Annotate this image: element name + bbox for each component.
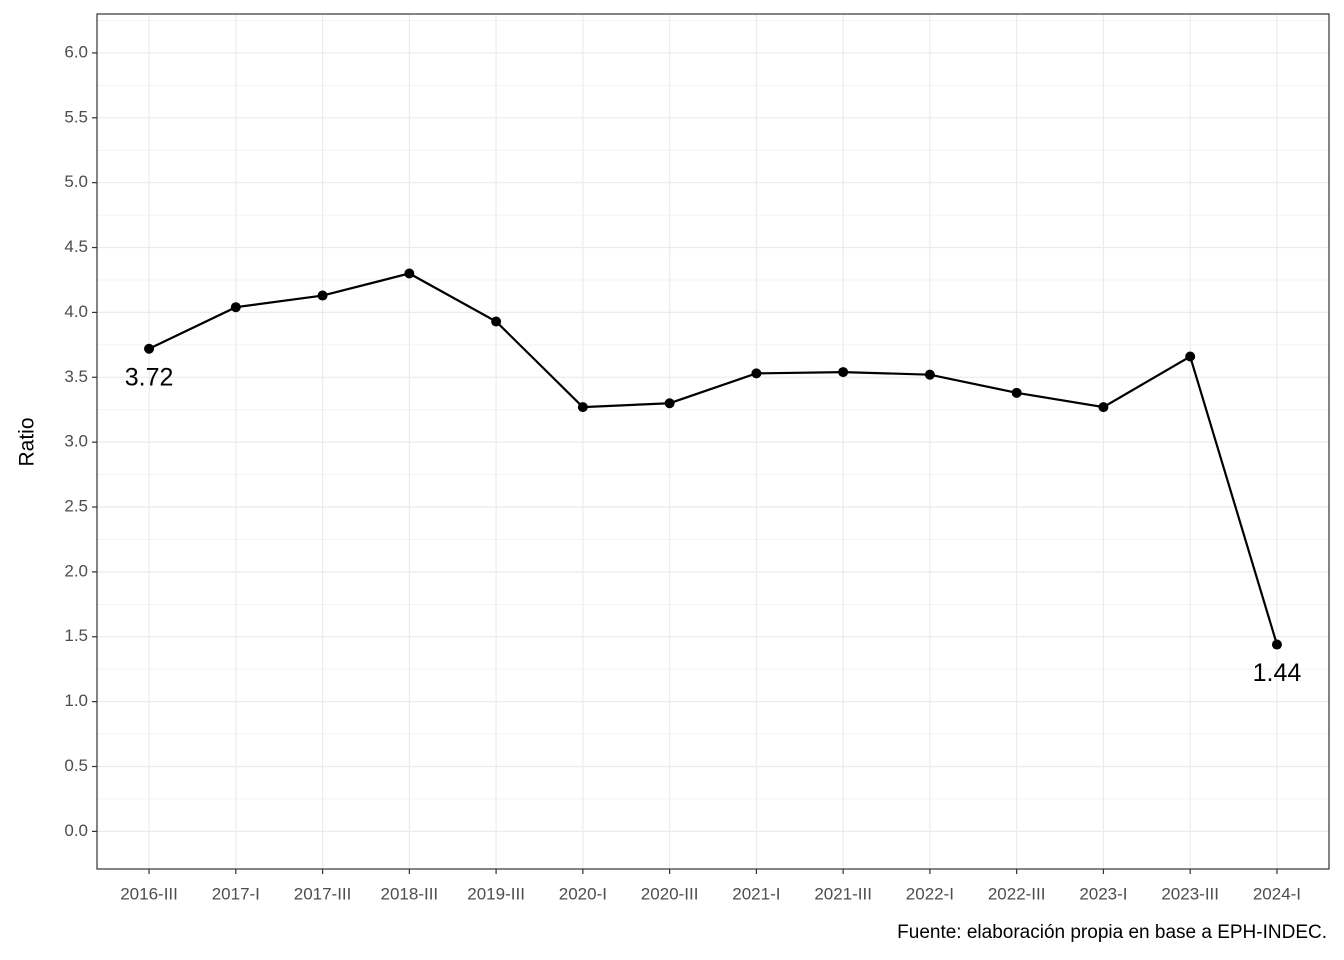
point bbox=[1271, 639, 1282, 650]
data-label: 1.44 bbox=[1253, 659, 1302, 687]
x-tick-label: 2016-III bbox=[120, 884, 178, 903]
point bbox=[664, 398, 675, 409]
y-axis-title: Ratio bbox=[16, 417, 39, 466]
point bbox=[404, 268, 415, 279]
point bbox=[838, 367, 849, 378]
caption: Fuente: elaboración propia en base a EPH… bbox=[897, 922, 1327, 943]
point bbox=[491, 316, 502, 327]
point bbox=[1011, 387, 1022, 398]
y-tick-label: 2.5 bbox=[64, 497, 88, 516]
y-tick-label: 6.0 bbox=[64, 42, 88, 61]
point bbox=[751, 368, 762, 379]
data-label: 3.72 bbox=[125, 363, 174, 391]
point bbox=[577, 402, 588, 413]
y-tick-label: 1.0 bbox=[64, 691, 88, 710]
point bbox=[1098, 402, 1109, 413]
y-tick-label: 0.0 bbox=[64, 821, 88, 840]
point bbox=[1185, 351, 1196, 362]
y-tick-label: 5.0 bbox=[64, 172, 88, 191]
grid bbox=[97, 14, 1329, 869]
x-tick-label: 2022-I bbox=[906, 884, 954, 903]
y-tick-label: 5.5 bbox=[64, 107, 88, 126]
panel-border bbox=[96, 13, 1330, 870]
x-tick-label: 2021-I bbox=[732, 884, 780, 903]
point bbox=[924, 369, 935, 380]
x-tick-label: 2023-III bbox=[1161, 884, 1219, 903]
y-tick-label: 3.0 bbox=[64, 432, 88, 451]
point bbox=[144, 343, 155, 354]
x-tick-label: 2023-I bbox=[1079, 884, 1127, 903]
x-tick-label: 2017-I bbox=[212, 884, 260, 903]
x-tick-label: 2022-III bbox=[988, 884, 1046, 903]
y-tick-label: 0.5 bbox=[64, 756, 88, 775]
y-tick-label: 1.5 bbox=[64, 626, 88, 645]
point bbox=[317, 290, 328, 301]
x-tick-label: 2021-III bbox=[814, 884, 872, 903]
x-tick-label: 2020-I bbox=[559, 884, 607, 903]
x-tick-label: 2017-III bbox=[294, 884, 352, 903]
y-tick-label: 4.5 bbox=[64, 237, 88, 256]
point bbox=[230, 302, 241, 313]
x-tick-label: 2018-III bbox=[381, 884, 439, 903]
y-tick-label: 2.0 bbox=[64, 561, 88, 580]
y-tick-label: 3.5 bbox=[64, 367, 88, 386]
y-tick-label: 4.0 bbox=[64, 302, 88, 321]
x-tick-label: 2024-I bbox=[1253, 884, 1301, 903]
x-tick-label: 2019-III bbox=[467, 884, 525, 903]
line bbox=[148, 272, 1278, 645]
x-tick-label: 2020-III bbox=[641, 884, 699, 903]
